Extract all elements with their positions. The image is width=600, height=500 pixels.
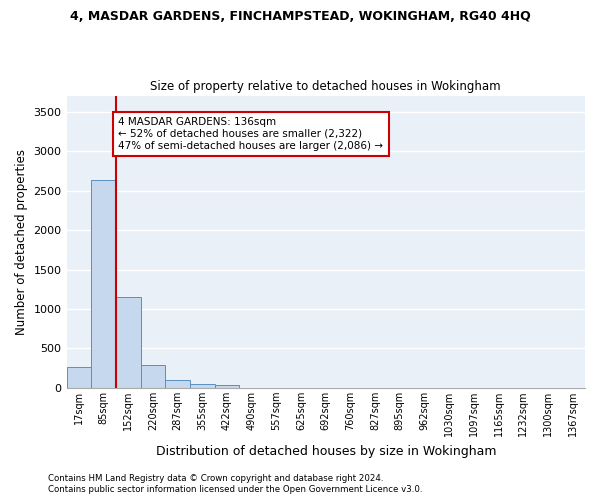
- Bar: [116, 297, 140, 388]
- Bar: [190, 384, 215, 388]
- Title: Size of property relative to detached houses in Wokingham: Size of property relative to detached ho…: [151, 80, 501, 94]
- Text: 4 MASDAR GARDENS: 136sqm
← 52% of detached houses are smaller (2,322)
47% of sem: 4 MASDAR GARDENS: 136sqm ← 52% of detach…: [118, 118, 383, 150]
- Bar: [91, 180, 116, 388]
- Bar: [215, 385, 239, 388]
- Bar: [165, 380, 190, 388]
- Bar: [140, 366, 165, 388]
- Text: 4, MASDAR GARDENS, FINCHAMPSTEAD, WOKINGHAM, RG40 4HQ: 4, MASDAR GARDENS, FINCHAMPSTEAD, WOKING…: [70, 10, 530, 23]
- Y-axis label: Number of detached properties: Number of detached properties: [15, 149, 28, 335]
- Text: Contains HM Land Registry data © Crown copyright and database right 2024.
Contai: Contains HM Land Registry data © Crown c…: [48, 474, 422, 494]
- X-axis label: Distribution of detached houses by size in Wokingham: Distribution of detached houses by size …: [155, 444, 496, 458]
- Bar: [67, 366, 91, 388]
